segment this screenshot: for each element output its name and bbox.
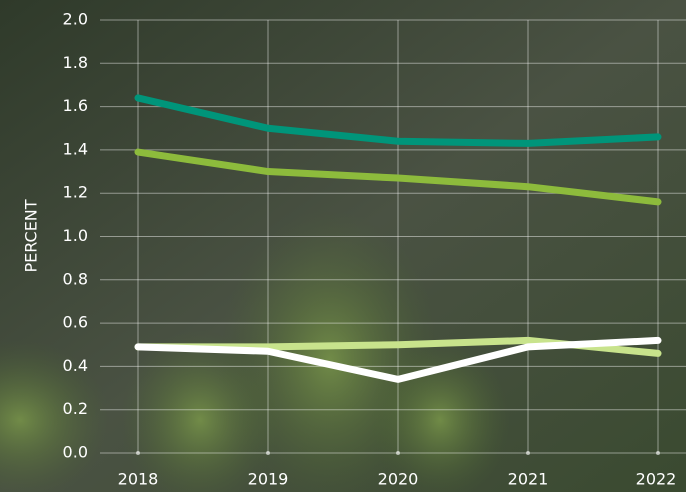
tick-dot <box>266 451 270 455</box>
y-tick-label: 0.2 <box>63 399 88 418</box>
series-line <box>134 94 662 147</box>
tick-dot <box>136 451 140 455</box>
y-tick-label: 1.0 <box>63 226 88 245</box>
tick-dot <box>526 451 530 455</box>
x-tick-label: 2020 <box>378 470 419 489</box>
leaf <box>0 340 110 492</box>
leaf <box>120 330 280 492</box>
y-tick-label: 0.0 <box>63 443 88 462</box>
y-tick-label: 1.8 <box>63 53 88 72</box>
y-tick-label: 0.4 <box>63 356 88 375</box>
y-tick-label: 0.8 <box>63 269 88 288</box>
y-tick-label: 1.6 <box>63 96 88 115</box>
x-tick-label: 2022 <box>636 470 677 489</box>
series-line <box>134 336 662 383</box>
y-tick-label: 1.4 <box>63 139 88 158</box>
y-axis-label: PERCENT <box>22 199 41 272</box>
x-tick-label: 2021 <box>508 470 549 489</box>
x-tick-label: 2019 <box>248 470 289 489</box>
y-tick-label: 1.2 <box>63 183 88 202</box>
y-tick-label: 2.0 <box>63 10 88 29</box>
y-tick-label: 0.6 <box>63 313 88 332</box>
tick-dot <box>396 451 400 455</box>
x-tick-label: 2018 <box>118 470 159 489</box>
series-line <box>134 148 662 206</box>
tick-dot <box>656 451 660 455</box>
